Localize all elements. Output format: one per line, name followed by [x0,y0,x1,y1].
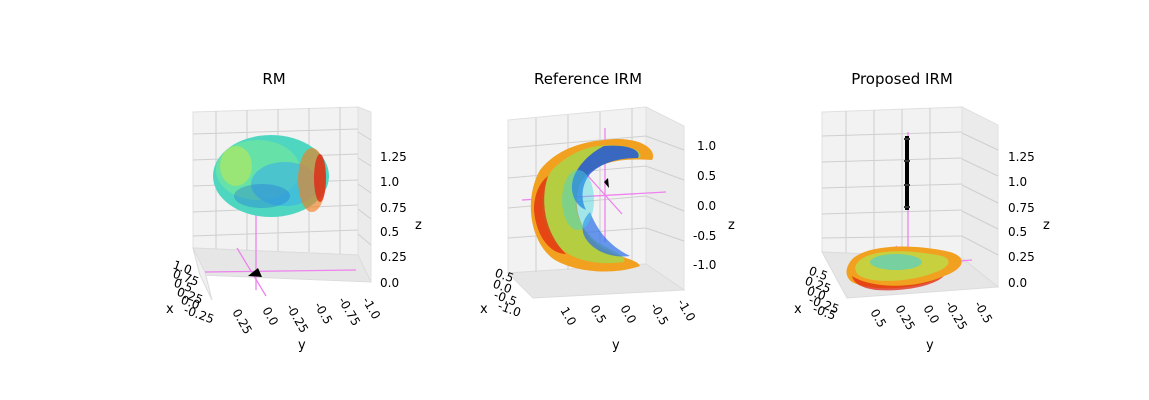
z-tick-label: 0.5 [697,169,716,183]
z-tick-label: 0.25 [1008,250,1035,264]
z-tick-label: 0.0 [697,199,716,213]
z-tick-label: 0.5 [1008,225,1027,239]
x-axis-label: x [794,302,802,317]
z-tick-label: -1.0 [693,258,716,272]
z-tick-label: 0.5 [380,225,399,239]
origin-marker [248,268,262,277]
vector-cloud [530,139,654,272]
z-axis-label: z [728,218,735,233]
subplot-proposed-irm: Proposed IRM [794,70,1050,353]
z-tick-label: 0.75 [380,201,407,215]
z-tick-labels: 0.0 0.25 0.5 0.75 1.0 1.25 [380,150,407,290]
z-axis-label: z [1043,218,1050,233]
x-tick-label: 0.0 [179,293,202,313]
z-tick-label: 1.25 [1008,150,1035,164]
z-tick-label: 0.25 [380,250,407,264]
x-axis-label: x [480,302,488,317]
subplot-reference-irm: Reference IRM -1.0 [480,70,735,353]
center-marker [604,178,609,188]
x-tick-label: 0.5 [807,264,830,284]
z-tick-label: 1.0 [1008,175,1027,189]
z-tick-label: 1.0 [697,139,716,153]
y-axis-label: y [612,338,620,353]
z-tick-label: 1.25 [380,150,407,164]
z-axis-label: z [415,218,422,233]
vector-cloud [846,246,962,291]
x-tick-label: 0.0 [805,284,828,304]
x-tick-label: 0.5 [172,276,195,296]
x-tick-label: 0.0 [491,277,514,297]
x-tick-label: 1.0 [171,258,194,278]
plot-title: Proposed IRM [851,70,953,88]
y-axis-label: y [298,338,306,353]
z-tick-label: 0.0 [380,276,399,290]
z-tick-labels: 0.0 0.25 0.5 0.75 1.0 1.25 [1008,150,1035,290]
z-tick-label: 1.0 [380,175,399,189]
y-axis-label: y [926,338,934,353]
plot-title: RM [262,70,285,88]
vector-cloud [213,135,329,217]
z-tick-labels: -1.0 -0.5 0.0 0.5 1.0 [693,139,716,272]
z-tick-label: -0.5 [693,229,716,243]
z-tick-label: 0.0 [1008,276,1027,290]
subplot-rm: RM [166,70,422,353]
x-axis-label: x [166,302,174,317]
x-tick-label: 0.5 [493,266,516,286]
vertical-marker-column [904,136,910,210]
plot-title: Reference IRM [534,70,642,88]
grid-lines [821,108,999,256]
z-tick-label: 0.75 [1008,201,1035,215]
